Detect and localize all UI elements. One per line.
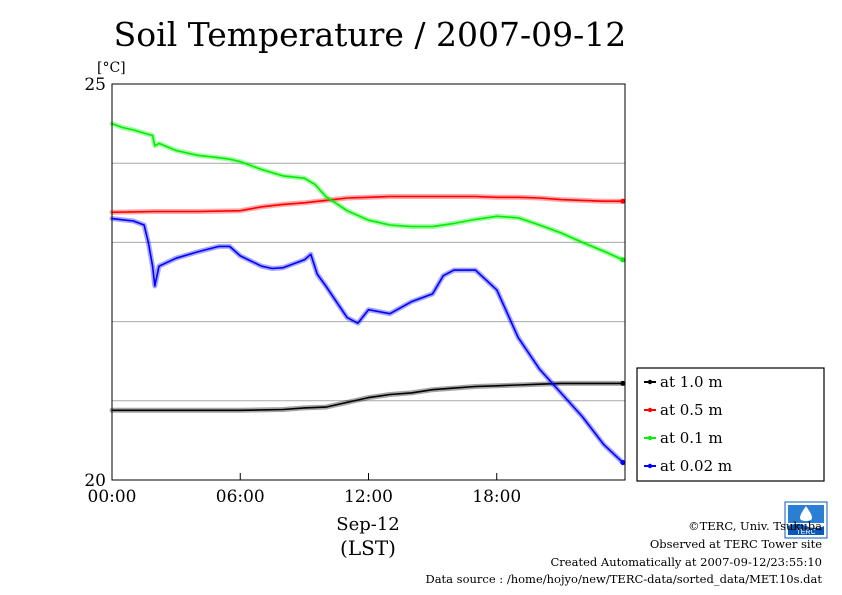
legend-swatch-dot-0 <box>647 379 653 385</box>
legend-label-2: at 0.1 m <box>660 429 723 447</box>
series-line-3 <box>111 217 624 464</box>
legend-entry-0: at 1.0 m <box>644 373 723 391</box>
x-tick-label-18: 18:00 <box>472 487 521 507</box>
legend-swatch-dot-2 <box>647 435 653 441</box>
credit-copyright: ©TERC, Univ. Tsukuba <box>688 519 822 533</box>
x-axis-ticks: 00:00 06:00 12:00 18:00 <box>88 473 521 507</box>
terc-logo: TERC <box>784 501 828 539</box>
legend-label-1: at 0.5 m <box>660 401 723 419</box>
y-tick-label-20: 20 <box>84 471 106 491</box>
x-axis-timezone-label: (LST) <box>340 536 396 560</box>
horizontal-gridlines <box>112 162 625 402</box>
credit-observed: Observed at TERC Tower site <box>650 537 822 551</box>
legend-entry-3: at 0.02 m <box>644 457 732 475</box>
series-halo-0 <box>109 380 626 413</box>
credit-data-source: Data source : /home/hojyo/new/TERC-data/… <box>425 572 822 586</box>
legend-label-3: at 0.02 m <box>660 457 732 475</box>
legend-entry-2: at 0.1 m <box>644 429 723 447</box>
legend-swatch-dot-3 <box>647 463 653 469</box>
y-tick-label-25: 25 <box>84 75 106 95</box>
series-layer <box>109 121 626 466</box>
series-line-2 <box>111 122 624 261</box>
series-end-point-2 <box>620 257 626 263</box>
series-line-0 <box>111 382 624 412</box>
legend-label-0: at 1.0 m <box>660 373 723 391</box>
plot-area-frame <box>111 83 626 481</box>
y-axis-unit: [°C] <box>97 60 126 76</box>
chart-title: Soil Temperature / 2007-09-12 <box>114 15 627 54</box>
series-end-point-0 <box>620 380 626 386</box>
x-axis-date-label: Sep-12 <box>336 514 400 535</box>
series-halo-2 <box>109 121 626 263</box>
series-line-1 <box>111 195 624 214</box>
credit-created: Created Automatically at 2007-09-12/23:5… <box>551 555 823 569</box>
x-tick-label-0: 00:00 <box>88 487 137 507</box>
series-end-point-3 <box>620 460 626 466</box>
x-tick-label-6: 06:00 <box>216 487 265 507</box>
legend-box: at 1.0 m at 0.5 m at 0.1 m at 0.02 m <box>636 367 825 482</box>
legend-entry-1: at 0.5 m <box>644 401 723 419</box>
terc-logo-text: TERC <box>796 529 815 536</box>
legend-swatch-dot-1 <box>647 407 653 413</box>
x-tick-label-12: 12:00 <box>344 487 393 507</box>
series-end-point-1 <box>620 198 626 204</box>
